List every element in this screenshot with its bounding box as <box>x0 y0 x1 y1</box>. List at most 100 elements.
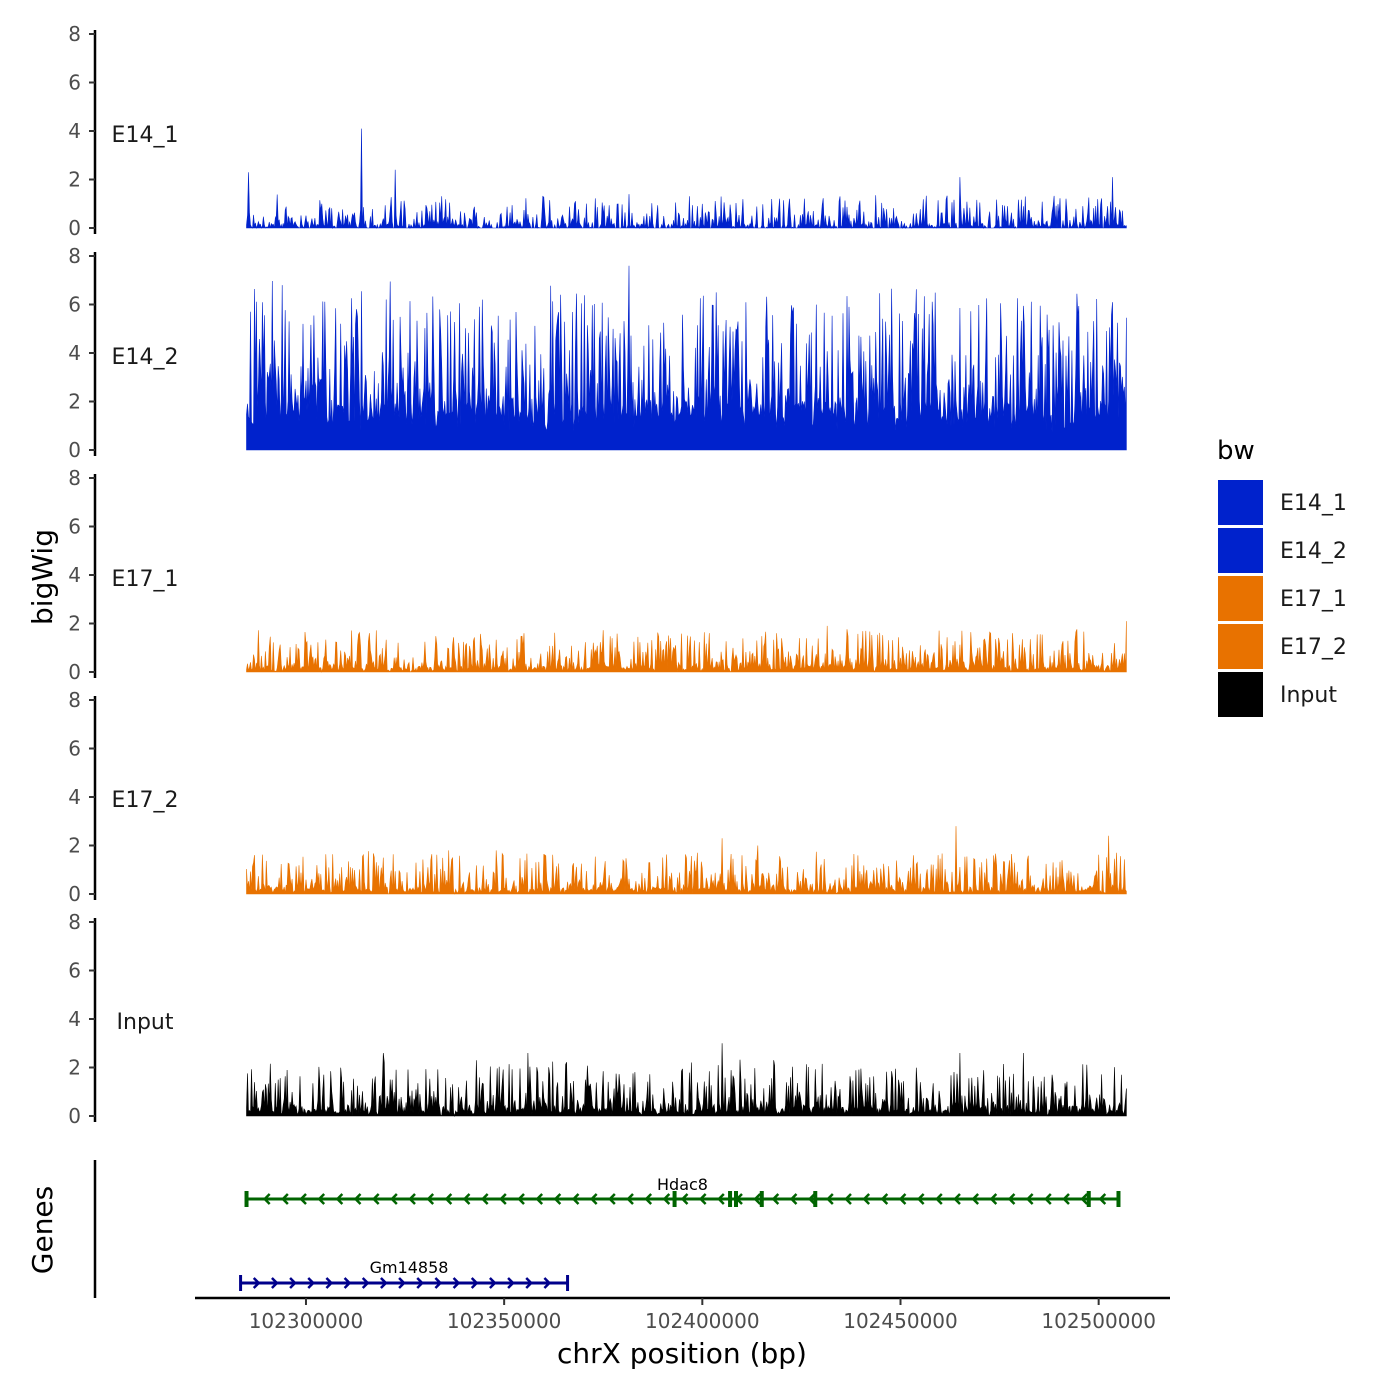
strand-chevron <box>299 1193 307 1205</box>
strand-chevron <box>307 1277 316 1289</box>
genes-group: Hdac8 Gm14858 <box>93 1160 1121 1298</box>
track-label: E17_1 <box>112 567 179 592</box>
legend-item-e17-1: E17_1 <box>1218 576 1347 621</box>
strand-chevron <box>898 1193 907 1205</box>
x-tick-label: 102350000 <box>447 1309 562 1333</box>
strand-chevron <box>626 1193 634 1205</box>
signal-area <box>246 128 1127 230</box>
exon-mark <box>759 1191 764 1207</box>
strand-chevron <box>416 1277 425 1289</box>
strand-chevron <box>589 1193 598 1205</box>
strand-chevron <box>353 1193 362 1205</box>
strand-chevron <box>1007 1193 1016 1205</box>
legend-label: E14_2 <box>1280 539 1347 564</box>
strand-chevron <box>390 1193 398 1205</box>
y-tick-label: 4 <box>68 785 81 809</box>
x-tick-label: 102500000 <box>1041 1309 1156 1333</box>
legend-item-e14-1: E14_1 <box>1218 480 1347 525</box>
y-tick-label: 8 <box>68 466 81 490</box>
y-tick-label: 4 <box>68 341 81 365</box>
strand-chevron <box>426 1193 435 1205</box>
x-axis: 102300000 102350000 102400000 102450000 1025… <box>195 1296 1170 1333</box>
strand-chevron <box>281 1193 289 1205</box>
strand-chevron <box>535 1193 544 1205</box>
y-tick-label: 4 <box>68 563 81 587</box>
track-e17-2: 0 2 4 6 8 E17_2 <box>68 688 1127 906</box>
track-input: 0 2 4 6 8 Input <box>68 910 1127 1128</box>
strand-chevron <box>262 1193 271 1205</box>
legend-label: E14_1 <box>1280 491 1347 516</box>
strand-chevron <box>489 1277 497 1289</box>
track-e17-1: 0 2 4 6 8 E17_1 <box>68 466 1127 684</box>
y-tick-label: 6 <box>68 737 81 761</box>
strand-chevron <box>408 1193 416 1205</box>
strand-chevron <box>953 1193 961 1205</box>
strand-chevron <box>462 1193 471 1205</box>
x-tick-label: 102400000 <box>645 1309 760 1333</box>
strand-chevron <box>571 1193 580 1205</box>
y-tick-label: 6 <box>68 293 81 317</box>
strand-chevron <box>553 1193 562 1205</box>
gene-gm14858: Gm14858 <box>239 1258 570 1291</box>
strand-chevron <box>371 1193 380 1205</box>
strand-chevron <box>1098 1193 1107 1205</box>
track-label: Input <box>117 1010 174 1035</box>
strand-chevron <box>844 1193 852 1205</box>
y-tick-label: 6 <box>68 959 81 983</box>
y-tick-label: 0 <box>68 882 81 906</box>
y-tick-label: 0 <box>68 216 81 240</box>
strand-chevron <box>1025 1193 1034 1205</box>
gene-hdac8: Hdac8 <box>244 1175 1121 1207</box>
strand-chevron <box>826 1193 834 1205</box>
signal-area <box>246 826 1127 895</box>
strand-chevron <box>1062 1193 1070 1205</box>
strand-chevron <box>434 1277 443 1289</box>
strand-chevron <box>317 1193 326 1205</box>
strand-chevron <box>608 1193 616 1205</box>
strand-chevron <box>252 1277 261 1289</box>
strand-chevron <box>807 1193 816 1205</box>
legend-swatch <box>1218 672 1263 717</box>
strand-chevron <box>271 1277 279 1289</box>
y-tick-label: 2 <box>68 1056 81 1080</box>
strand-chevron <box>971 1193 980 1205</box>
strand-chevron <box>771 1193 780 1205</box>
exon-mark <box>813 1191 818 1207</box>
strand-chevron <box>680 1193 689 1205</box>
strand-chevron <box>343 1277 352 1289</box>
y-tick-label: 6 <box>68 515 81 539</box>
track-label: E17_2 <box>112 788 179 813</box>
legend-swatch <box>1218 528 1263 573</box>
strand-chevron <box>717 1193 725 1205</box>
y-tick-label: 6 <box>68 71 81 95</box>
y-tick-label: 8 <box>68 910 81 934</box>
legend-swatch <box>1218 480 1263 525</box>
strand-chevron <box>1044 1193 1052 1205</box>
x-tick-label: 102450000 <box>843 1309 958 1333</box>
strand-chevron <box>862 1193 871 1205</box>
legend-label: E17_2 <box>1280 635 1347 660</box>
strand-chevron <box>452 1277 461 1289</box>
strand-chevron <box>935 1193 943 1205</box>
genes-panel-title: Genes <box>26 1186 59 1274</box>
signal-area <box>246 621 1127 673</box>
track-label: E14_2 <box>112 345 179 370</box>
strand-chevron <box>398 1277 406 1289</box>
track-e14-2: 0 2 4 6 8 E14_2 <box>68 244 1127 462</box>
exon-mark <box>734 1191 739 1207</box>
strand-chevron <box>361 1277 370 1289</box>
legend-label: E17_1 <box>1280 587 1347 612</box>
legend-swatch <box>1218 576 1263 621</box>
legend: E14_1 E14_2 E17_1 E17_2 Input <box>1218 480 1347 717</box>
strand-chevron <box>543 1277 552 1289</box>
strand-chevron <box>470 1277 479 1289</box>
strand-chevron <box>480 1193 489 1205</box>
track-label: E14_1 <box>112 123 179 148</box>
strand-chevron <box>753 1193 762 1205</box>
strand-chevron <box>880 1193 889 1205</box>
y-tick-label: 2 <box>68 612 81 636</box>
y-tick-label: 2 <box>68 834 81 858</box>
legend-item-e14-2: E14_2 <box>1218 528 1347 573</box>
y-axis-title: bigWig <box>26 529 59 625</box>
